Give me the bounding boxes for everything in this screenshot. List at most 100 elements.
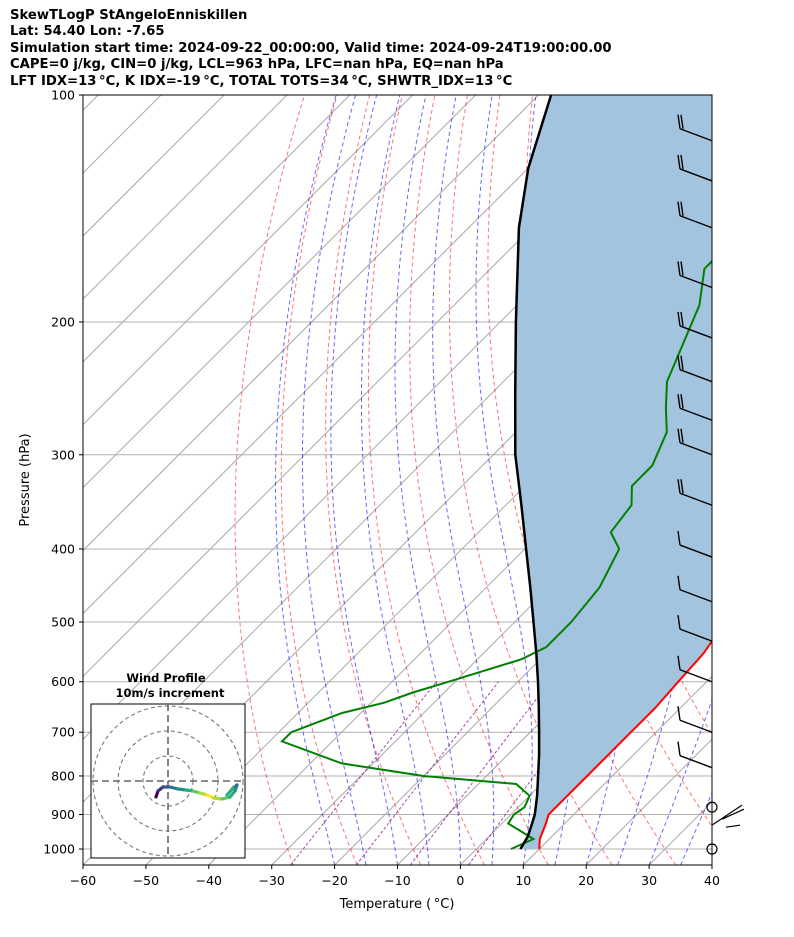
wind-barbs [677,114,745,855]
calm-circle [706,801,718,813]
moist-adiabat [302,95,367,865]
wind-barb [677,741,713,769]
isotherm [83,95,414,426]
barb-flag [677,706,681,721]
mixing-ratio-lines [290,681,605,865]
barb-flag [680,428,684,443]
header-indices: LFT IDX=13 °C, K IDX=-19 °C, TOTAL TOTS=… [10,73,513,89]
wind-barb [677,575,713,603]
wind-barb [677,114,713,142]
x-tick-label-5: −10 [384,873,410,888]
inset-rings [91,704,245,858]
y-tick-label-300: 300 [51,447,75,462]
y-axis-ticks: 100 200 300 400 500 600 700 800 900 1000 [43,88,83,857]
mixing-ratio-line [409,681,550,865]
x-tick-label-9: 30 [641,873,657,888]
isotherm [83,95,602,615]
barb-flag [680,394,684,409]
calm-circle [706,843,718,855]
x-tick-label-10: 40 [704,873,720,888]
dry-adiabat [728,95,794,865]
barb-flag [677,655,681,670]
mixing-ratio-line [355,681,499,865]
wind-barb [677,355,713,383]
barb-staff [679,274,713,289]
wind-barb [706,843,718,855]
wind-barb [677,530,713,558]
barb-flag [677,114,681,129]
dry-adiabat [448,95,613,865]
barb-flag [677,530,681,546]
x-tick-label-8: 20 [578,873,594,888]
wind-barb [677,154,713,182]
dry-adiabat [234,95,305,865]
barb-flag [677,479,681,494]
y-axis-label: Pressure (hPa) [18,433,33,526]
y-tick-label-900: 900 [51,807,75,822]
barb-staff [679,544,713,558]
wind-barb [677,615,713,642]
inset-title: Wind Profile [126,671,206,685]
hodograph-trace [154,783,239,801]
barb-staff [711,804,745,828]
barb-staff [679,128,713,142]
barb-staff [679,407,713,421]
barb-staff [679,755,713,769]
parcel-line [513,95,553,850]
barb-staff [679,369,713,383]
y-tick-label-400: 400 [51,541,75,556]
barb-staff [679,669,713,683]
barb-staff [679,442,713,456]
barb-staff [679,719,713,733]
header-location: Lat: 54.40 Lon: -7.65 [10,24,165,40]
barb-flag [677,428,681,443]
barb-flag [677,201,681,216]
barb-staff [679,325,713,339]
isotherm [397,549,712,865]
barb-flag [677,355,681,370]
moist-adiabat [680,792,712,865]
dry-adiabat [409,95,549,865]
moist-adiabat [432,95,495,865]
wind-barb [677,311,713,339]
chart-header: SkewTLogP StAngeloEnniskillen Lat: 54.40… [10,8,612,90]
header-title: SkewTLogP StAngeloEnniskillen [10,8,248,23]
barb-flag [677,261,681,276]
wind-barb [677,394,713,421]
dry-adiabat [761,95,794,865]
y-tick-label-800: 800 [51,768,75,783]
dry-adiabat [325,95,422,865]
isotherm [711,864,712,865]
moist-adiabat [648,698,712,865]
header-times: Simulation start time: 2024-09-22_00:00:… [10,40,612,56]
x-tick-label-7: 10 [515,873,531,888]
y-tick-label-200: 200 [51,314,75,329]
moist-adiabat [711,863,712,865]
x-tick-label-4: −20 [321,873,347,888]
isotherm [83,95,351,363]
mixing-ratio-line [290,681,437,865]
isotherm [83,95,225,237]
barb-staff [679,589,713,603]
mixing-ratio-line [468,681,605,865]
barb-staff [679,628,713,642]
barb-flag [677,575,681,590]
barb-flag [677,154,681,170]
x-tick-label-6: 0 [456,873,464,888]
dewpoint-line [280,259,712,850]
x-tick-label-0: −60 [70,873,96,888]
dry-adiabat [367,95,485,865]
barb-staff [679,168,713,182]
barb-flag [680,201,684,216]
dry-adiabat [280,95,358,865]
moist-adiabat [394,95,461,865]
wind-barb [677,706,713,733]
barb-staff [679,492,713,506]
moist-adiabat [361,95,430,865]
barb-flag [677,741,681,756]
y-tick-label-700: 700 [51,725,75,740]
isotherm [522,675,712,865]
x-axis-ticks: −60 −50 −40 −30 −20 −10 0 10 20 30 40 [70,865,720,888]
wind-barb [677,655,713,683]
x-tick-label-1: −50 [133,873,159,888]
